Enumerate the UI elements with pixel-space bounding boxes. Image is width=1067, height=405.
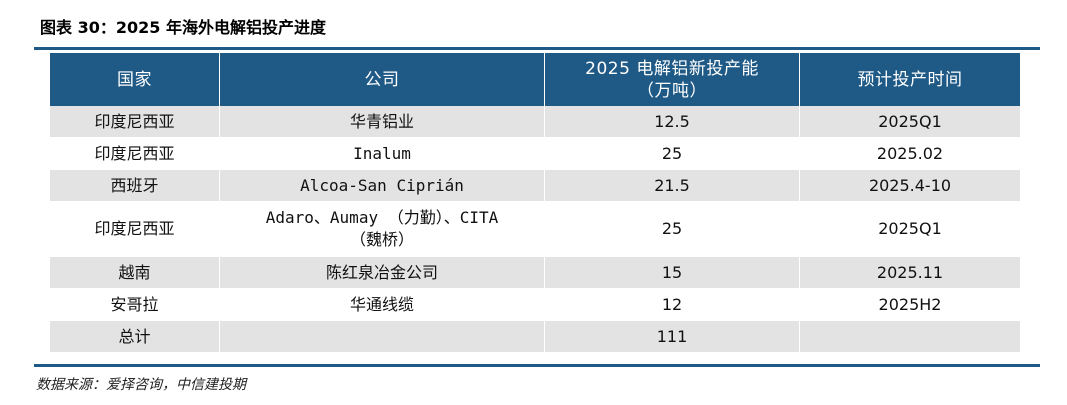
header-time: 预计投产时间 bbox=[800, 53, 1020, 106]
table-row-total: 总计 111 bbox=[50, 321, 1020, 353]
table-row: 印度尼西亚 Adaro、Aumay （力勤）、CITA （魏桥） 25 2025… bbox=[50, 202, 1020, 257]
cell-time: 2025Q1 bbox=[800, 106, 1020, 138]
cell-country: 越南 bbox=[50, 257, 220, 289]
cell-capacity: 111 bbox=[545, 321, 800, 353]
cell-time: 2025.4-10 bbox=[800, 170, 1020, 202]
cell-company: 陈红泉冶金公司 bbox=[220, 257, 545, 289]
table-header-row: 国家 公司 2025 电解铝新投产能 （万吨） 预计投产时间 bbox=[50, 53, 1020, 106]
bottom-rule bbox=[34, 364, 1040, 367]
cell-time: 2025.02 bbox=[800, 138, 1020, 170]
cell-time bbox=[800, 321, 1020, 353]
cell-country: 西班牙 bbox=[50, 170, 220, 202]
cell-country: 总计 bbox=[50, 321, 220, 353]
capacity-table: 国家 公司 2025 电解铝新投产能 （万吨） 预计投产时间 印度尼西亚 华青铝… bbox=[50, 53, 1020, 353]
cell-capacity: 15 bbox=[545, 257, 800, 289]
cell-capacity: 12 bbox=[545, 289, 800, 321]
cell-company: Adaro、Aumay （力勤）、CITA （魏桥） bbox=[220, 202, 545, 257]
cell-country: 安哥拉 bbox=[50, 289, 220, 321]
cell-company: 华通线缆 bbox=[220, 289, 545, 321]
cell-company: Inalum bbox=[220, 138, 545, 170]
cell-country: 印度尼西亚 bbox=[50, 106, 220, 138]
cell-time: 2025Q1 bbox=[800, 202, 1020, 257]
source-note: 数据来源：爱择咨询，中信建投期 bbox=[36, 377, 246, 393]
cell-capacity: 25 bbox=[545, 138, 800, 170]
cell-country: 印度尼西亚 bbox=[50, 202, 220, 257]
cell-time: 2025.11 bbox=[800, 257, 1020, 289]
table-row: 越南 陈红泉冶金公司 15 2025.11 bbox=[50, 257, 1020, 289]
table-row: 印度尼西亚 Inalum 25 2025.02 bbox=[50, 138, 1020, 170]
page-title: 图表 30：2025 年海外电解铝投产进度 bbox=[40, 18, 326, 37]
cell-company bbox=[220, 321, 545, 353]
table-row: 安哥拉 华通线缆 12 2025H2 bbox=[50, 289, 1020, 321]
cell-country: 印度尼西亚 bbox=[50, 138, 220, 170]
table-row: 印度尼西亚 华青铝业 12.5 2025Q1 bbox=[50, 106, 1020, 138]
top-rule bbox=[34, 47, 1040, 50]
table-row: 西班牙 Alcoa-San Ciprián 21.5 2025.4-10 bbox=[50, 170, 1020, 202]
cell-company: Alcoa-San Ciprián bbox=[220, 170, 545, 202]
header-capacity: 2025 电解铝新投产能 （万吨） bbox=[545, 53, 800, 106]
cell-capacity: 12.5 bbox=[545, 106, 800, 138]
cell-company: 华青铝业 bbox=[220, 106, 545, 138]
cell-capacity: 21.5 bbox=[545, 170, 800, 202]
header-company: 公司 bbox=[220, 53, 545, 106]
header-country: 国家 bbox=[50, 53, 220, 106]
cell-time: 2025H2 bbox=[800, 289, 1020, 321]
cell-capacity: 25 bbox=[545, 202, 800, 257]
